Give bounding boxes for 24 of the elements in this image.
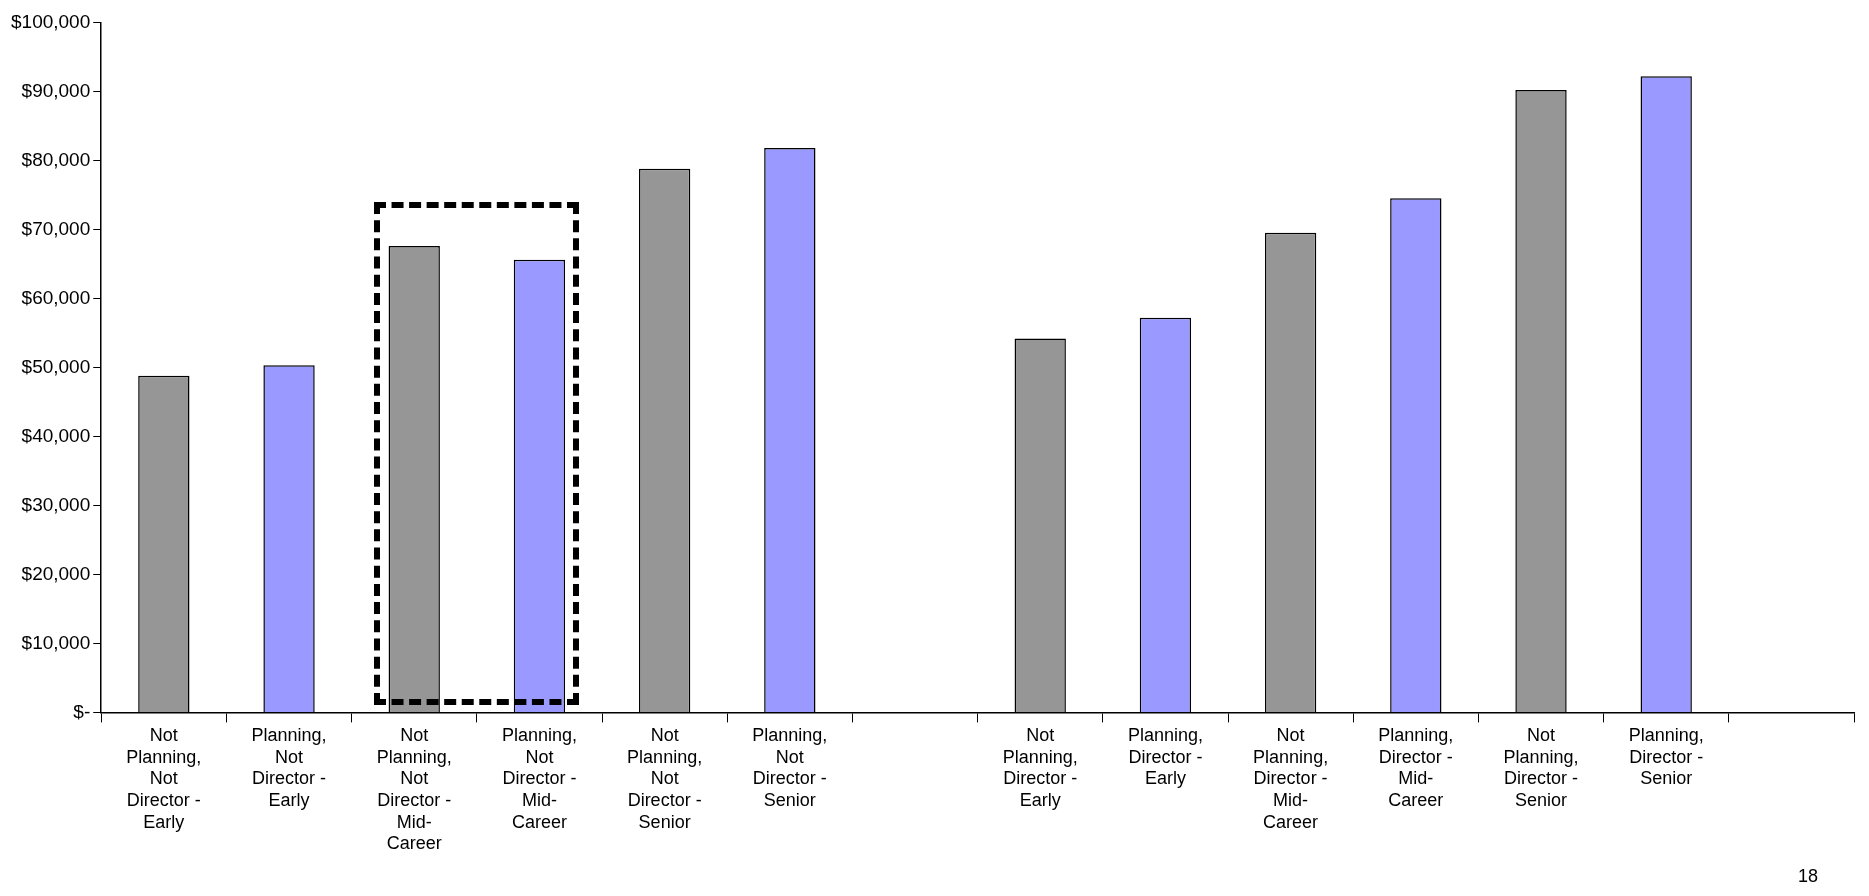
y-tick-label: $100,000	[11, 10, 91, 32]
x-tick-label: Not Planning, Not Director - Senior	[627, 725, 703, 832]
x-tick-label: Not Planning, Director - Mid-Career	[1253, 725, 1329, 832]
x-tick-label: Not Planning, Director - Early	[1002, 725, 1078, 810]
text: 18	[1797, 865, 1818, 886]
y-tick-label: $10,000	[21, 631, 91, 653]
x-tick-label: Planning, Not Director - Early	[251, 725, 327, 810]
x-tick-label: Planning, Director - Mid-Career	[1378, 725, 1454, 810]
x-tick-label: Planning, Not Director - Senior	[752, 725, 828, 810]
x-tick-label: Planning, Not Director - Mid-Career	[501, 725, 577, 832]
x-tick-label: Planning, Director - Early	[1127, 725, 1203, 789]
y-tick-label: $60,000	[21, 286, 91, 308]
x-tick-label: Planning, Director - Senior	[1628, 725, 1704, 789]
x-tick-label: Not Planning, Not Director - Mid-Career	[376, 725, 452, 854]
y-tick-label: $50,000	[21, 355, 91, 377]
y-tick-label: $80,000	[21, 148, 91, 170]
y-tick-label: $-	[73, 700, 91, 722]
x-tick-label: Not Planning, Director - Senior	[1503, 725, 1579, 810]
y-tick-label: $90,000	[21, 79, 91, 101]
y-tick-label: $20,000	[21, 562, 91, 584]
y-tick-label: $40,000	[21, 424, 91, 446]
y-tick-label: $70,000	[21, 217, 91, 239]
y-tick-label: $30,000	[21, 493, 91, 515]
x-tick-label: Not Planning, Not Director - Early	[126, 725, 202, 832]
